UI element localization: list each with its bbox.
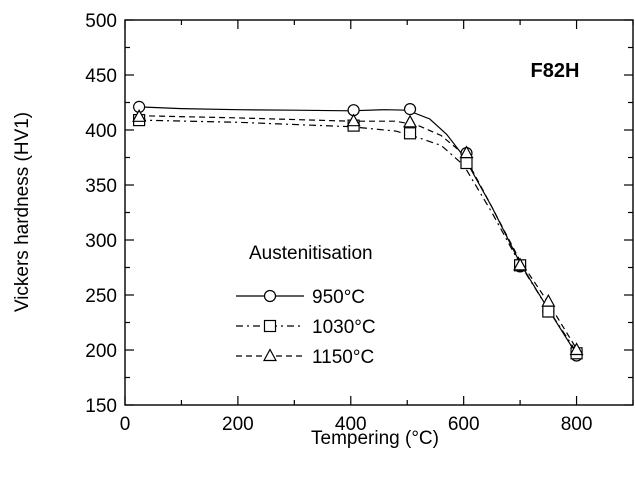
axis-tick-labels: 0 200 400 600 800 150 200 250 300 350 400 450 500	[85, 11, 592, 435]
legend-label-3: 1150°C	[312, 347, 374, 368]
x-axis-label: Tempering (°C)	[311, 428, 439, 449]
series-3-point	[403, 114, 418, 128]
y-tick-label: 450	[85, 66, 117, 87]
legend-marker-1	[263, 289, 277, 303]
legend-title: Austenitisation	[249, 243, 373, 264]
y-tick-label: 500	[85, 11, 117, 32]
series-3-point	[346, 113, 361, 127]
y-tick-label: 400	[85, 121, 117, 142]
x-tick-label: 200	[222, 414, 254, 435]
series-1-point	[403, 102, 417, 116]
y-axis-label: Vickers hardness (HV1)	[12, 112, 33, 312]
legend-marker-3	[262, 348, 278, 362]
series-markers	[132, 100, 584, 362]
y-tick-label: 350	[85, 176, 117, 197]
series-3-point	[513, 257, 528, 271]
y-tick-label: 300	[85, 231, 117, 252]
x-tick-label: 800	[561, 414, 593, 435]
series-line-3	[139, 115, 578, 350]
legend-label-2: 1030°C	[312, 317, 376, 338]
y-tick-label: 250	[85, 286, 117, 307]
series-lines	[139, 106, 578, 355]
annotation-label: F82H	[531, 60, 580, 82]
series-3-point	[459, 145, 474, 159]
legend: 950°C 1030°C 1150°C	[236, 287, 376, 368]
x-tick-label: 400	[335, 414, 367, 435]
y-tick-label: 200	[85, 341, 117, 362]
x-tick-label: 0	[120, 414, 131, 435]
series-2-point	[460, 156, 473, 170]
legend-marker-2	[263, 319, 277, 333]
series-3-point	[541, 293, 556, 307]
series-2-point	[403, 127, 417, 140]
series-3-point	[569, 342, 584, 356]
axis-ticks	[124, 19, 634, 406]
x-tick-label: 600	[448, 414, 480, 435]
series-line-1	[139, 106, 578, 355]
y-tick-label: 150	[85, 396, 117, 417]
legend-label-1: 950°C	[312, 287, 365, 308]
series-2-point	[542, 305, 555, 318]
series-line-2	[139, 119, 578, 353]
series-3-point	[132, 109, 147, 122]
